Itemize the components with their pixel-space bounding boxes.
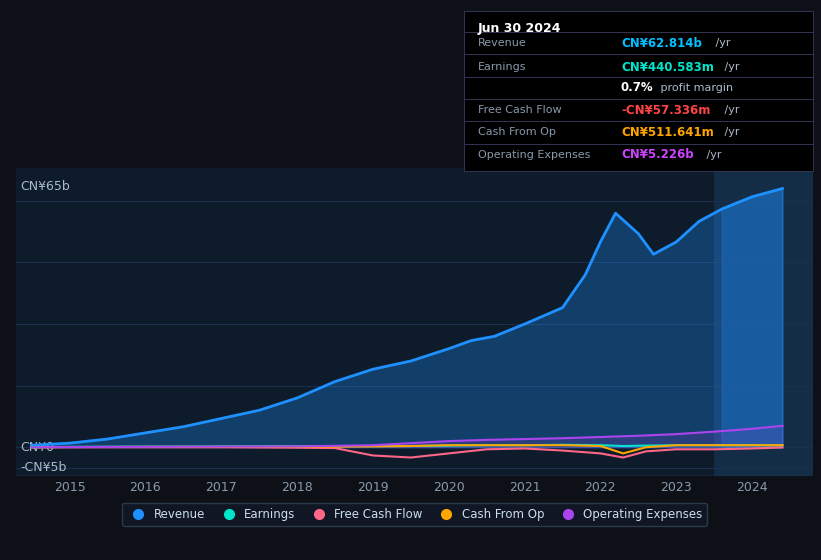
Text: /yr: /yr	[721, 62, 739, 72]
Text: CN¥0: CN¥0	[21, 441, 54, 454]
Bar	[714, 168, 821, 476]
Text: profit margin: profit margin	[657, 83, 733, 93]
Text: Earnings: Earnings	[478, 62, 526, 72]
Legend: Revenue, Earnings, Free Cash Flow, Cash From Op, Operating Expenses: Revenue, Earnings, Free Cash Flow, Cash …	[122, 503, 707, 525]
Text: CN¥440.583m: CN¥440.583m	[621, 60, 713, 73]
Text: Cash From Op: Cash From Op	[478, 128, 556, 138]
Text: /yr: /yr	[721, 128, 739, 138]
Text: 0.7%: 0.7%	[621, 81, 654, 94]
Text: CN¥5.226b: CN¥5.226b	[621, 148, 694, 161]
Text: /yr: /yr	[712, 38, 730, 48]
Text: Revenue: Revenue	[478, 38, 526, 48]
Text: -CN¥57.336m: -CN¥57.336m	[621, 104, 710, 116]
Text: -CN¥5b: -CN¥5b	[21, 461, 67, 474]
Text: CN¥511.641m: CN¥511.641m	[621, 126, 713, 139]
Text: CN¥62.814b: CN¥62.814b	[621, 36, 702, 50]
Text: Operating Expenses: Operating Expenses	[478, 150, 590, 160]
Text: CN¥65b: CN¥65b	[21, 180, 70, 193]
Text: /yr: /yr	[703, 150, 721, 160]
Text: /yr: /yr	[721, 105, 739, 115]
Text: Free Cash Flow: Free Cash Flow	[478, 105, 562, 115]
Text: Jun 30 2024: Jun 30 2024	[478, 22, 562, 35]
